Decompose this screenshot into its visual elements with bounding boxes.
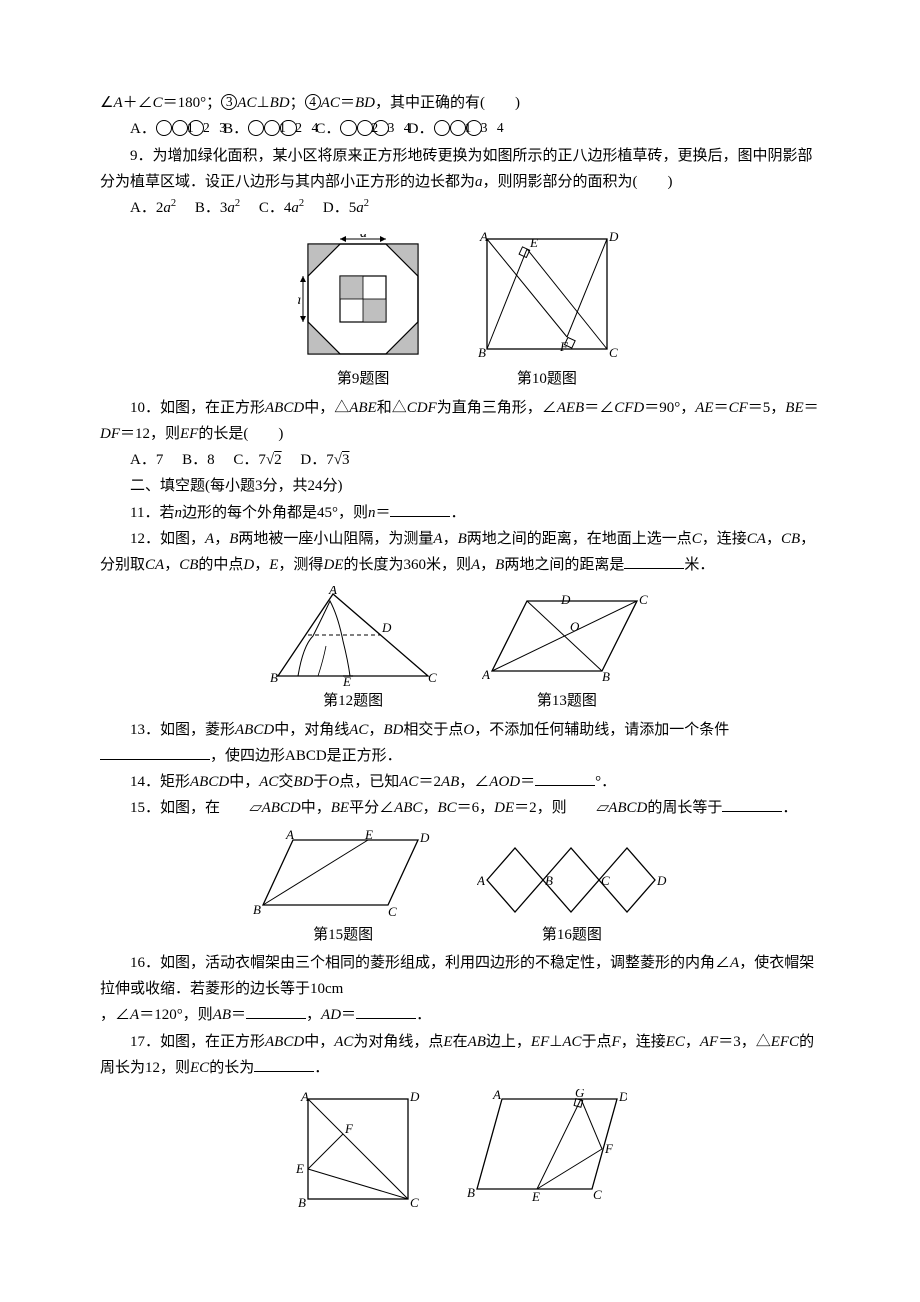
q8-tail: ∠A＋∠C＝180°；3AC⊥BD；4AC＝BD，其中正确的有( ) <box>100 90 820 116</box>
section-2-heading: 二、填空题(每小题3分，共24分) <box>100 473 820 499</box>
q12-tail: 米． <box>684 557 714 573</box>
fig-17b: A G D F B E C <box>467 1089 627 1209</box>
q14-tail: °． <box>595 774 616 790</box>
q12: 12．如图，A，B两地被一座小山阻隔，为测量A，B两地之间的距离，在地面上选一点… <box>100 526 820 579</box>
svg-text:O: O <box>570 619 580 634</box>
fig-15: A E D B C 第15题图 <box>253 830 433 948</box>
svg-text:D: D <box>419 830 430 845</box>
fig-16: A B C D 第16题图 <box>477 840 667 948</box>
fig-row-17: A D B C E F A G D F B E C <box>100 1089 820 1209</box>
svg-text:C: C <box>609 345 618 360</box>
fig-row-9-10: a a 第9题图 A D B C E F 第10题图 <box>100 229 820 392</box>
q13: 13．如图，菱形ABCD中，对角线AC，BD相交于点O，不添加任何辅助线，请添加… <box>100 717 820 770</box>
svg-text:D: D <box>381 620 392 635</box>
svg-text:E: E <box>529 235 538 250</box>
svg-text:A: A <box>285 830 294 842</box>
svg-text:F: F <box>344 1121 354 1136</box>
fig-10: A D B C E F 第10题图 <box>472 229 622 392</box>
caption-13: 第13题图 <box>482 688 652 714</box>
svg-text:D: D <box>618 1089 627 1104</box>
svg-text:B: B <box>478 345 486 360</box>
blank-15 <box>722 796 782 812</box>
fig-17a: A D B C E F <box>293 1089 423 1209</box>
svg-text:E: E <box>531 1189 540 1204</box>
q11: 11．若n边形的每个外角都是45°，则n＝． <box>100 500 820 526</box>
q9-optD: D．5 <box>323 200 356 216</box>
caption-12: 第12题图 <box>268 688 438 714</box>
blank-12 <box>624 553 684 569</box>
svg-text:B: B <box>602 669 610 684</box>
svg-text:B: B <box>270 670 278 685</box>
svg-text:F: F <box>604 1141 614 1156</box>
q10-optD: D．7 <box>300 452 333 468</box>
svg-text:A: A <box>477 873 485 888</box>
q9-text-b: ，则阴影部分的面积为( ) <box>483 174 673 190</box>
caption-16: 第16题图 <box>477 922 667 948</box>
svg-text:D: D <box>409 1089 420 1104</box>
svg-text:C: C <box>410 1195 419 1209</box>
fig-row-12-13: A B C D E 第12题图 D C A B O 第13题图 <box>100 586 820 714</box>
q10-stem: 10．如图，在正方形ABCD中，△ABE和△CDF为直角三角形，∠AEB＝∠CF… <box>100 395 820 448</box>
svg-text:B: B <box>467 1185 475 1200</box>
svg-text:E: E <box>364 830 373 842</box>
svg-text:a: a <box>360 234 367 241</box>
svg-text:A: A <box>300 1089 309 1104</box>
q14: 14．矩形ABCD中，AC交BD于O点，已知AC＝2AB，∠AOD＝°． <box>100 769 820 795</box>
q10-options: A．7 B．8 C．7√2 D．7√3 <box>100 447 820 473</box>
svg-text:A: A <box>328 586 337 597</box>
svg-text:B: B <box>545 873 553 888</box>
svg-text:C: C <box>428 670 437 685</box>
q9-optB: B．3 <box>195 200 228 216</box>
svg-text:C: C <box>593 1187 602 1202</box>
svg-text:a: a <box>298 293 301 308</box>
fig-12: A B C D E 第12题图 <box>268 586 438 714</box>
svg-text:D: D <box>656 873 667 888</box>
svg-text:B: B <box>298 1195 306 1209</box>
svg-text:G: G <box>575 1089 585 1100</box>
blank-14 <box>535 770 595 786</box>
q11-tail: ． <box>450 505 465 521</box>
caption-15: 第15题图 <box>253 922 433 948</box>
svg-text:C: C <box>601 873 610 888</box>
caption-9: 第9题图 <box>298 366 428 392</box>
svg-text:B: B <box>253 902 261 917</box>
q15: 15．如图，在▱ABCD中，BE平分∠ABC，BC＝6，DE＝2，则▱ABCD的… <box>100 795 820 821</box>
q17-tail: ． <box>314 1060 329 1076</box>
q8-options: A．123 B．124 C．234 D．134 <box>100 116 820 142</box>
svg-text:D: D <box>560 592 571 607</box>
svg-text:D: D <box>608 229 619 244</box>
svg-text:A: A <box>479 229 488 244</box>
fig-13: D C A B O 第13题图 <box>482 591 652 714</box>
q15-tail: ． <box>782 800 797 816</box>
q9-optC: C．4 <box>259 200 292 216</box>
svg-text:E: E <box>295 1161 304 1176</box>
q10-optB: B．8 <box>182 452 215 468</box>
q13-tail: ，使四边形ABCD是正方形． <box>210 748 402 764</box>
blank-16a <box>246 1003 306 1019</box>
blank-13 <box>100 744 210 760</box>
blank-17 <box>254 1056 314 1072</box>
q9-text-a: 9．为增加绿化面积，某小区将原来正方形地砖更换为如图所示的正八边形植草砖，更换后… <box>100 148 813 190</box>
q16-line1: 16．如图，活动衣帽架由三个相同的菱形组成，利用四边形的不稳定性，调整菱形的内角… <box>100 950 820 1003</box>
q10-optC: C．7 <box>233 452 266 468</box>
q9-options: A．2a2 B．3a2 C．4a2 D．5a2 <box>100 195 820 221</box>
caption-10: 第10题图 <box>472 366 622 392</box>
svg-text:C: C <box>639 592 648 607</box>
blank-11 <box>390 501 450 517</box>
svg-text:F: F <box>559 339 569 354</box>
svg-text:A: A <box>492 1089 501 1102</box>
q17: 17．如图，在正方形ABCD中，AC为对角线，点E在AB边上，EF⊥AC于点F，… <box>100 1029 820 1082</box>
q9-stem: 9．为增加绿化面积，某小区将原来正方形地砖更换为如图所示的正八边形植草砖，更换后… <box>100 143 820 196</box>
q16-tail: ． <box>416 1007 431 1023</box>
svg-text:C: C <box>388 904 397 919</box>
q10-optA: A．7 <box>130 452 163 468</box>
svg-text:A: A <box>482 667 490 682</box>
fig-9: a a 第9题图 <box>298 234 428 392</box>
blank-16b <box>356 1003 416 1019</box>
q16-line2: ，∠A＝120°，则AB＝，AD＝． <box>100 1002 820 1028</box>
q9-optA: A．2 <box>130 200 163 216</box>
fig-row-15-16: A E D B C 第15题图 A B C D 第16题图 <box>100 830 820 948</box>
